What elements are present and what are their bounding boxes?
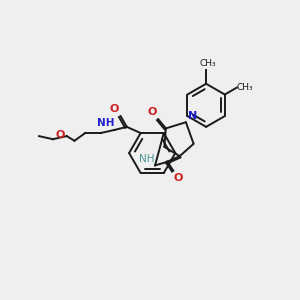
Text: NH: NH bbox=[97, 118, 115, 128]
Text: CH₃: CH₃ bbox=[237, 83, 254, 92]
Text: NH: NH bbox=[139, 154, 154, 164]
Text: O: O bbox=[110, 104, 119, 114]
Text: O: O bbox=[56, 130, 65, 140]
Text: O: O bbox=[147, 107, 157, 117]
Text: O: O bbox=[174, 173, 183, 183]
Text: CH₃: CH₃ bbox=[199, 58, 216, 68]
Text: N: N bbox=[188, 111, 197, 121]
